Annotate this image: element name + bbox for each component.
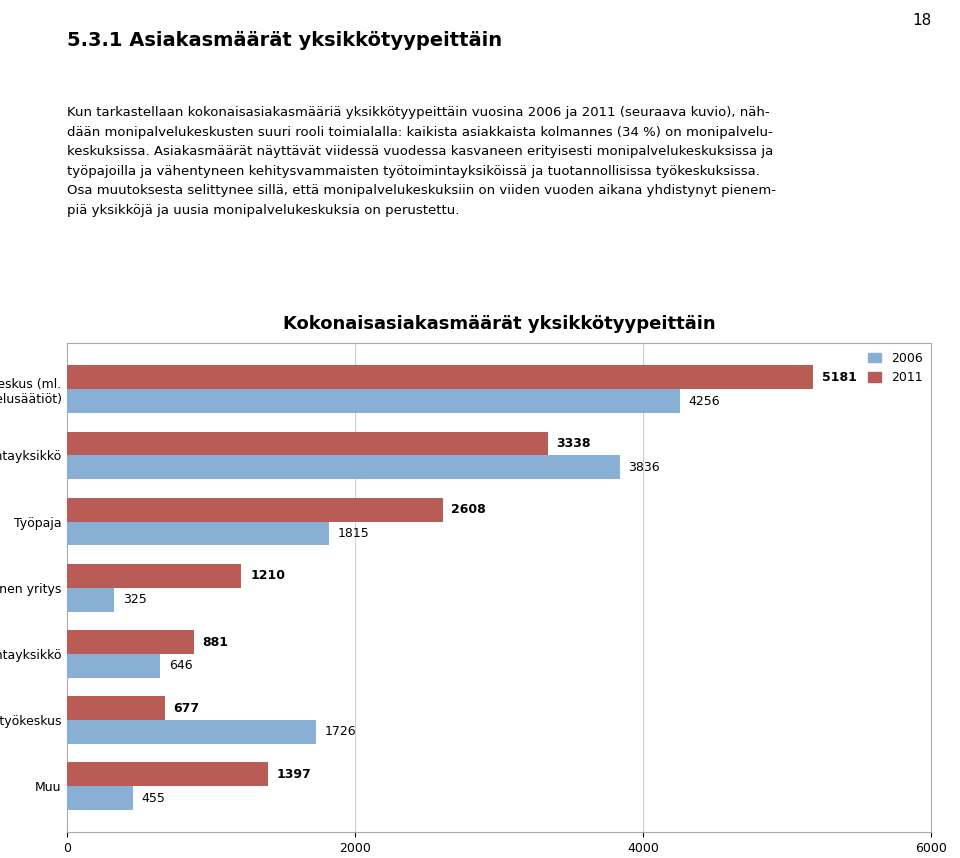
Text: 3836: 3836 [628,461,660,474]
Bar [67,366,813,390]
Text: 5181: 5181 [822,371,856,384]
Bar [67,588,114,612]
Text: 1726: 1726 [324,726,356,739]
Text: 5.3.1 Asiakasmäärät yksikkötyypeittäin: 5.3.1 Asiakasmäärät yksikkötyypeittäin [67,31,502,50]
Text: 325: 325 [123,593,146,606]
Bar [67,456,619,480]
Text: 2608: 2608 [451,503,486,517]
Bar [67,696,165,720]
Bar [67,432,548,456]
Bar [67,763,269,786]
Text: Kun tarkastellaan kokonaisasiakasmääriä yksikkötyypeittäin vuosina 2006 ja 2011 : Kun tarkastellaan kokonaisasiakasmääriä … [67,106,777,216]
Text: 455: 455 [141,792,165,805]
Text: 1397: 1397 [277,768,312,781]
Legend: 2006, 2011: 2006, 2011 [863,347,927,390]
Text: 881: 881 [203,636,228,649]
Title: Kokonaisasiakasmäärät yksikkötyypeittäin: Kokonaisasiakasmäärät yksikkötyypeittäin [283,316,715,334]
Text: 3338: 3338 [557,437,591,450]
Bar [67,654,160,678]
Bar [67,564,242,588]
Bar [67,498,443,522]
Bar [67,720,316,744]
Bar [67,390,680,413]
Text: 1210: 1210 [250,570,285,583]
Text: 18: 18 [912,13,931,27]
Bar [67,522,328,546]
Text: 677: 677 [174,702,200,715]
Bar [67,630,194,654]
Text: 4256: 4256 [688,395,720,408]
Text: 1815: 1815 [337,527,369,540]
Bar [67,786,132,810]
Text: 646: 646 [169,659,193,673]
